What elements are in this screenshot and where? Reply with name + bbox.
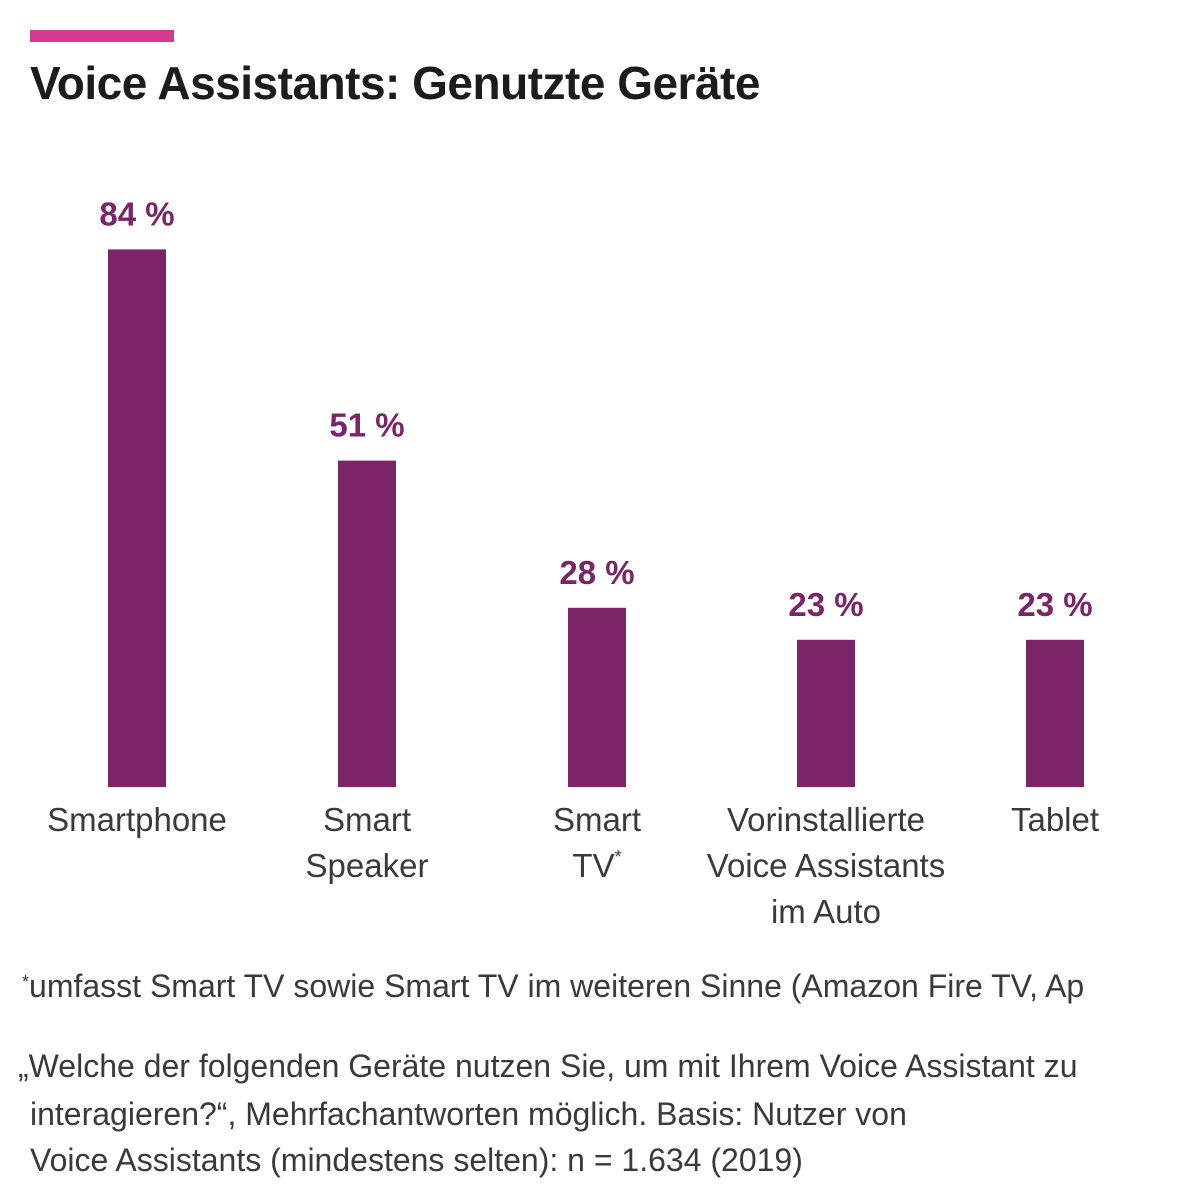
basis-text-line-1: interagieren?“, Mehrfachantworten möglic…	[30, 1096, 907, 1132]
bar-4	[1026, 639, 1084, 787]
category-label-3-line-2: im Auto	[771, 893, 881, 930]
bar-chart: 84 % Smartphone 51 % Smart Speaker 28 % Smart T…	[47, 195, 1099, 930]
category-label-3-line-1: Voice Assistants	[707, 847, 945, 884]
category-label-1-line-1: Speaker	[306, 847, 429, 884]
chart-title: Voice Assistants: Genutzte Geräte	[30, 57, 760, 109]
value-label-3: 23 %	[788, 586, 863, 623]
footnote: *umfasst Smart TV sowie Smart TV im weit…	[22, 962, 1084, 1010]
category-label-0-line-0: Smartphone	[47, 801, 227, 838]
category-label-1-line-0: Smart	[323, 801, 411, 838]
basis-text-line-2: Voice Assistants (mindestens selten): n …	[30, 1142, 803, 1178]
bar-1	[338, 460, 396, 787]
category-label-4-line-0: Tablet	[1011, 801, 1099, 838]
value-label-4: 23 %	[1017, 586, 1092, 623]
bar-3	[797, 639, 855, 787]
category-label-2-line-0: Smart	[553, 801, 641, 838]
value-label-2: 28 %	[559, 554, 634, 591]
value-label-0: 84 %	[99, 195, 174, 232]
footnote-marker: *	[22, 972, 30, 992]
footnote-text: umfasst Smart TV sowie Smart TV im weite…	[29, 968, 1085, 1004]
question-text: „Welche der folgenden Geräte nutzen Sie,…	[18, 1048, 1078, 1084]
bar-2	[568, 607, 626, 787]
category-label-3-line-0: Vorinstallierte	[727, 801, 925, 838]
category-label-2-line-1: TV*	[572, 847, 621, 884]
accent-bar	[30, 30, 174, 42]
bar-0	[108, 249, 166, 787]
value-label-1: 51 %	[329, 407, 404, 444]
